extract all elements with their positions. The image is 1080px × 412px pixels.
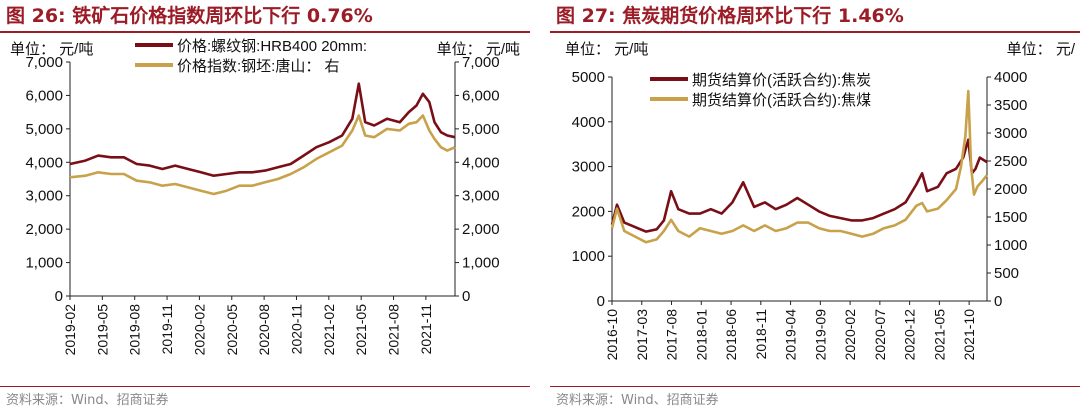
- legend-label: 价格:螺纹钢:HRB400 20mm:: [177, 38, 367, 55]
- y-tick-label-left: 3,000: [25, 188, 63, 205]
- x-tick-label: 2020-11: [288, 304, 304, 355]
- x-tick-label: 2019-05: [94, 304, 110, 356]
- y-tick-label-left: 0: [597, 293, 605, 310]
- x-tick-label: 2020-02: [842, 309, 858, 361]
- unit-label-left: 单位： 元/吨: [565, 41, 648, 58]
- y-tick-label-left: 1,000: [25, 255, 63, 272]
- unit-label-right: 单位： 元/: [1007, 41, 1076, 58]
- legend-label: 期货结算价(活跃合约):焦煤: [692, 91, 871, 109]
- y-tick-label-right: 7,000: [462, 54, 500, 71]
- y-tick-label-left: 1000: [572, 248, 605, 265]
- y-tick-label-right: 1500: [994, 209, 1027, 226]
- y-tick-label-right: 1,000: [462, 255, 500, 272]
- y-tick-label-right: 4,000: [462, 154, 500, 171]
- series-line-dark: [69, 82, 456, 177]
- chart-iron-ore: 单位： 元/吨 单位： 元/吨 0 1,000 2,000 3,000 4,000 5,000…: [10, 38, 520, 356]
- x-tick-label: 2016-10: [604, 309, 620, 361]
- y-tick-label-right: 1000: [994, 237, 1027, 254]
- y-tick-label-left: 2,000: [25, 221, 63, 238]
- y-tick-label-left: 4,000: [25, 154, 63, 171]
- y-tick-label-right: 2,000: [462, 221, 500, 238]
- x-tick-label: 2019-11: [159, 304, 175, 355]
- x-tick-label: 2019-04: [783, 309, 799, 361]
- x-tick-label: 2020-05: [224, 304, 240, 356]
- x-tick-label: 2020-07: [872, 309, 888, 361]
- source-divider: [0, 386, 530, 387]
- title-divider: [550, 31, 1080, 33]
- legend-label: 价格指数:钢坯:唐山： 右: [177, 58, 340, 75]
- y-tick-label-left: 5,000: [25, 121, 63, 138]
- unit-label-right: 单位： 元/吨: [437, 41, 520, 58]
- y-tick-label-right: 2000: [994, 181, 1027, 198]
- y-tick-label-right: 0: [462, 288, 470, 305]
- y-tick-label-right: 2500: [994, 153, 1027, 170]
- y-tick-label-right: 5,000: [462, 121, 500, 138]
- x-tick-label: 2019-09: [812, 309, 828, 361]
- x-tick-label: 2017-03: [634, 309, 650, 361]
- y-tick-label-right: 500: [994, 265, 1019, 282]
- y-tick-label-left: 0: [55, 288, 63, 305]
- y-tick-label-right: 4000: [994, 69, 1027, 86]
- x-tick-label: 2021-02: [321, 304, 337, 356]
- y-tick-label-left: 6,000: [25, 87, 63, 104]
- x-tick-label: 2020-12: [902, 309, 918, 361]
- y-tick-label-left: 4000: [572, 114, 605, 131]
- y-tick-label-right: 0: [994, 293, 1002, 310]
- x-tick-label: 2020-02: [191, 304, 207, 356]
- series-line-gold: [69, 114, 456, 196]
- legend-label: 期货结算价(活跃合约):焦炭: [692, 71, 871, 89]
- x-tick-label: 2019-08: [127, 304, 143, 356]
- y-tick-label-right: 3,000: [462, 188, 500, 205]
- y-tick-label-left: 3000: [572, 159, 605, 176]
- x-tick-label: 2021-10: [961, 309, 977, 361]
- x-tick-label: 2021-11: [418, 304, 434, 355]
- chart-panel-coke: 图 27: 焦炭期货价格周环比下行 1.46% 单位： 元/吨 单位： 元/0 10…: [550, 0, 1080, 412]
- series-line-gold: [610, 89, 989, 244]
- figure-title: 图 27: 焦炭期货价格周环比下行 1.46%: [556, 5, 904, 27]
- y-tick-label-left: 7,000: [25, 54, 63, 71]
- title-divider: [0, 31, 530, 33]
- unit-label-left: 单位： 元/吨: [10, 41, 93, 58]
- y-tick-label-right: 3500: [994, 97, 1027, 114]
- source-note: 资料来源：Wind、招商证券: [6, 393, 169, 408]
- x-tick-label: 2020-08: [256, 304, 272, 356]
- x-tick-label: 2021-05: [353, 304, 369, 356]
- chart-coke-futures: 单位： 元/吨 单位： 元/0 1000 2000 3000 4000 5000 0 500 10…: [565, 41, 1076, 361]
- source-note: 资料来源：Wind、招商证券: [556, 393, 719, 408]
- series-line-dark: [610, 138, 988, 233]
- figure-title: 图 26: 铁矿石价格指数周环比下行 0.76%: [6, 5, 373, 27]
- source-divider: [550, 386, 1080, 387]
- x-tick-label: 2019-02: [62, 304, 78, 356]
- x-tick-label: 2018-01: [693, 309, 709, 361]
- x-tick-label: 2017-08: [664, 309, 680, 361]
- x-tick-label: 2021-08: [386, 304, 402, 356]
- y-tick-label-left: 5000: [572, 69, 605, 86]
- x-tick-label: 2018-11: [753, 309, 769, 360]
- y-tick-label-right: 3000: [994, 125, 1027, 142]
- chart-panel-iron-ore: 图 26: 铁矿石价格指数周环比下行 0.76% 单位： 元/吨 单位： 元/吨 0…: [0, 0, 530, 412]
- x-tick-label: 2021-05: [931, 309, 947, 361]
- y-tick-label-left: 2000: [572, 203, 605, 220]
- y-tick-label-right: 6,000: [462, 87, 500, 104]
- x-tick-label: 2018-06: [723, 309, 739, 361]
